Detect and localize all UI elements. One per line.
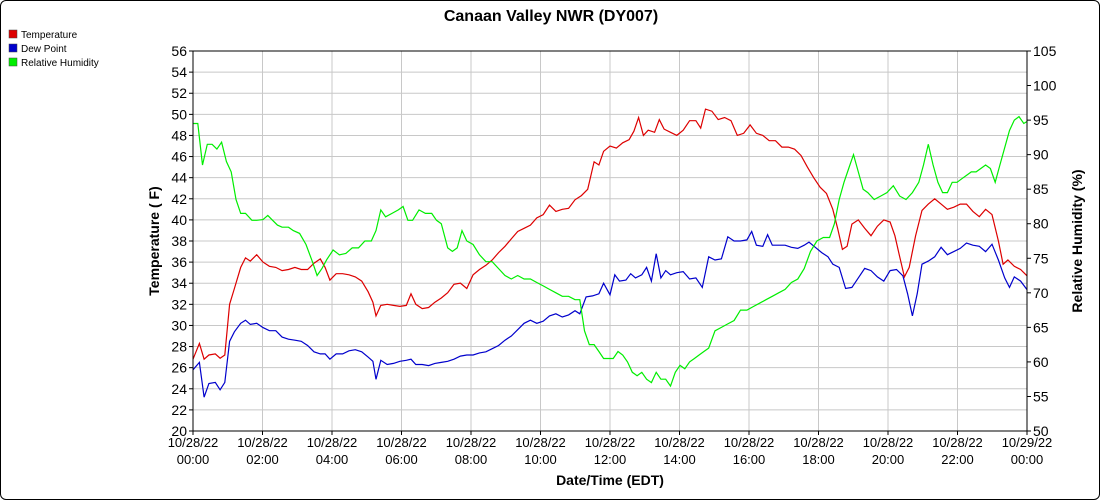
y2-axis-ticks: 50 55 60 65 70 75 80 85 90 95 100 105	[1027, 43, 1057, 439]
y-tick-label: 50	[171, 106, 187, 122]
x-tick-label-time: 10:00	[524, 452, 557, 467]
y-tick-label: 56	[171, 43, 187, 59]
x-tick-label-time: 16:00	[733, 452, 766, 467]
y2-tick-label: 100	[1033, 78, 1057, 94]
legend-label: Relative Humidity	[21, 58, 99, 69]
y-tick-label: 42	[171, 191, 187, 207]
y-tick-label: 48	[171, 127, 187, 143]
y2-tick-label: 70	[1033, 285, 1049, 301]
x-tick-label-time: 04:00	[316, 452, 349, 467]
x-tick-label-date: 10/28/22	[863, 435, 914, 450]
y2-tick-label: 85	[1033, 181, 1049, 197]
y-tick-label: 22	[171, 402, 187, 418]
x-tick-label-time: 00:00	[1011, 452, 1044, 467]
series-line-dew-point	[192, 230, 1028, 398]
legend-swatch	[8, 29, 18, 39]
legend-swatch	[8, 57, 18, 67]
y-axis-label: Temperature ( F)	[146, 186, 162, 295]
x-tick-label-date: 10/28/22	[446, 435, 497, 450]
chart-title: Canaan Valley NWR (DY007)	[444, 8, 658, 25]
x-tick-label-date: 10/28/22	[724, 435, 775, 450]
series-line-temperature	[192, 108, 1028, 361]
series-line-relative-humidity	[193, 115, 1028, 388]
x-tick-label-date: 10/28/22	[168, 435, 219, 450]
x-tick-label-time: 00:00	[177, 452, 210, 467]
y2-tick-label: 55	[1033, 388, 1049, 404]
x-tick-label-date: 10/29/22	[1002, 435, 1053, 450]
x-tick-label-time: 18:00	[802, 452, 835, 467]
y-tick-label: 52	[171, 85, 187, 101]
x-tick-label-time: 14:00	[663, 452, 696, 467]
y2-tick-label: 105	[1033, 43, 1057, 59]
y-tick-label: 38	[171, 233, 187, 249]
x-tick-label-time: 12:00	[594, 452, 627, 467]
y-axis-ticks: 20 22 24 26 28 30 32 34 36 38 40 42 44 46 48 50 52 54 56	[171, 43, 193, 439]
x-tick-label-date: 10/28/22	[793, 435, 844, 450]
x-tick-label-time: 20:00	[872, 452, 905, 467]
y-tick-label: 34	[171, 275, 187, 291]
legend-label: Temperature	[21, 30, 78, 41]
grid-lines	[192, 50, 1028, 432]
y2-tick-label: 75	[1033, 250, 1049, 266]
x-tick-label-date: 10/28/22	[237, 435, 288, 450]
x-tick-label-date: 10/28/22	[515, 435, 566, 450]
y-tick-label: 46	[171, 149, 187, 165]
x-tick-label-time: 06:00	[385, 452, 418, 467]
y2-tick-label: 80	[1033, 216, 1049, 232]
y2-axis-label: Relative Humidity (%)	[1069, 169, 1085, 312]
y-tick-label: 36	[171, 254, 187, 270]
series-lines	[192, 108, 1028, 398]
legend-label: Dew Point	[21, 44, 67, 55]
y2-tick-label: 50	[1033, 423, 1049, 439]
y-tick-label: 44	[171, 170, 187, 186]
x-tick-label-time: 22:00	[941, 452, 974, 467]
y-tick-label: 24	[171, 381, 187, 397]
x-tick-label-time: 02:00	[246, 452, 279, 467]
y-tick-label: 20	[171, 423, 187, 439]
y2-tick-label: 65	[1033, 319, 1049, 335]
y2-tick-label: 95	[1033, 112, 1049, 128]
y-tick-label: 54	[171, 64, 187, 80]
y2-tick-label: 90	[1033, 147, 1049, 163]
x-tick-label-date: 10/28/22	[585, 435, 636, 450]
y2-tick-label: 60	[1033, 354, 1049, 370]
x-tick-label-date: 10/28/22	[932, 435, 983, 450]
x-tick-label-date: 10/28/22	[376, 435, 427, 450]
y-tick-label: 30	[171, 317, 187, 333]
x-tick-label-time: 08:00	[455, 452, 488, 467]
legend-swatch	[8, 43, 18, 53]
y-tick-label: 28	[171, 339, 187, 355]
x-axis-ticks: 10/28/22 00:00 10/28/22 02:00 10/28/22 04:00 1…	[168, 431, 1053, 467]
y-tick-label: 32	[171, 296, 187, 312]
x-tick-label-date: 10/28/22	[654, 435, 705, 450]
x-axis-label: Date/Time (EDT)	[556, 472, 664, 488]
legend: Temperature Dew Point Relative Humidity	[8, 29, 99, 69]
y-tick-label: 26	[171, 360, 187, 376]
x-tick-label-date: 10/28/22	[307, 435, 358, 450]
y-tick-label: 40	[171, 212, 187, 228]
